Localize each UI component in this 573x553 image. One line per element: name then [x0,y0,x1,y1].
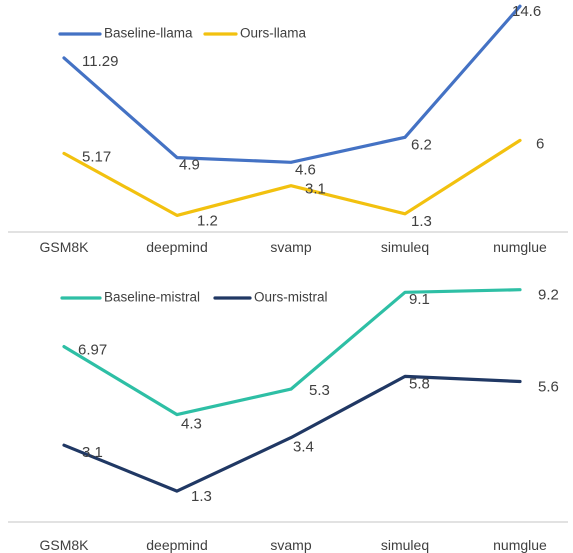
chart-1-legend-label: Baseline-llama [104,26,193,41]
chart-2-tick-label: GSM8K [39,537,89,553]
chart-2-series-1-data-label: 5.3 [309,382,330,399]
chart-2-series-2-data-label: 3.1 [82,444,103,461]
chart-1-series-1-data-label: 4.6 [295,161,316,178]
chart-2-series-1-data-label: 6.97 [78,342,107,359]
chart-2-series-1-data-label: 9.1 [409,291,430,308]
chart-2-tick-label: simuleq [381,537,429,553]
chart-2-series-2-data-label: 3.4 [293,439,314,456]
chart-2-legend-label: Ours-mistral [254,290,328,305]
chart-1-tick-label: GSM8K [39,239,89,255]
chart-2-tick-label: deepmind [146,537,208,553]
chart-1-tick-label: svamp [270,239,311,255]
chart-2-series-1-data-label: 4.3 [181,416,202,433]
chart-2-series-2-line [62,374,522,493]
chart-2-series-2-data-label: 5.6 [538,378,559,395]
chart-2-series-2-data-label: 5.8 [409,375,430,392]
chart-1-series-1-data-label: 4.9 [179,157,200,174]
chart-1-tick-label: simuleq [381,239,429,255]
chart-2-legend-label: Baseline-mistral [104,290,200,305]
chart-2-series-1-data-label: 9.2 [538,287,559,304]
chart-1-series-2-data-label: 5.17 [82,148,111,165]
chart-1-series-2-data-label: 6 [536,135,544,152]
chart-1-series-1-data-label: 14.6 [512,3,541,20]
chart-1-series-1-line [62,4,522,164]
chart-1-series-1-data-label: 6.2 [411,136,432,153]
chart-1-series-1-data-label: 11.29 [82,53,118,70]
chart-2-series-2-data-label: 1.3 [191,488,212,505]
chart-1-series-2-data-label: 3.1 [305,181,326,198]
chart-1-tick-label: numglue [493,239,547,255]
chart-1-series-2-data-label: 1.2 [197,212,218,229]
chart-2-tick-label: svamp [270,537,311,553]
chart-1-series-2-line [62,138,522,217]
chart-1-legend-label: Ours-llama [240,26,307,41]
chart-1-series-2-data-label: 1.3 [411,213,432,230]
chart-1-tick-label: deepmind [146,239,208,255]
chart-2-series-1-line [62,288,522,417]
chart-2-tick-label: numglue [493,537,547,553]
